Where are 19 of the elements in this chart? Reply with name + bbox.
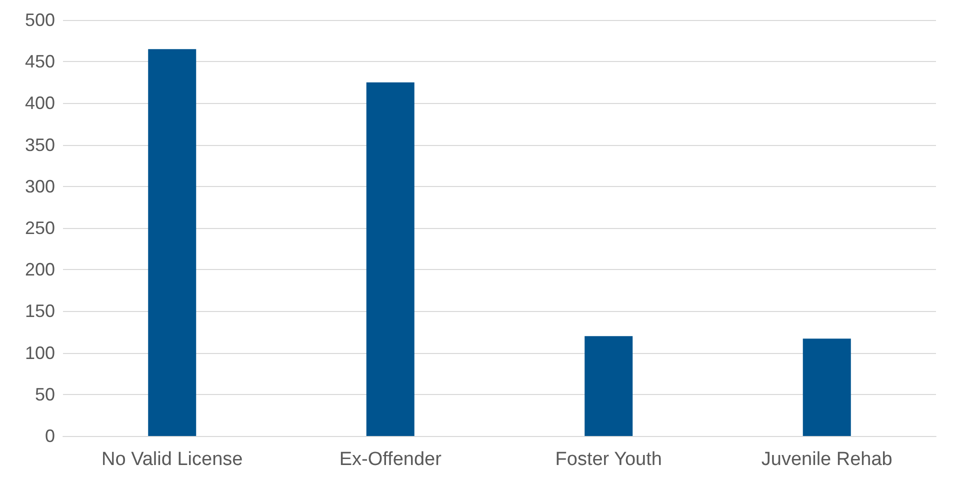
y-tick-label: 250: [24, 218, 55, 238]
y-tick-label: 350: [24, 134, 55, 155]
x-tick-label: Juvenile Rehab: [761, 449, 892, 470]
y-tick-label: 0: [44, 426, 55, 446]
y-tick-label: 150: [24, 301, 55, 322]
bar: [366, 82, 414, 436]
x-tick-label: Ex-Offender: [339, 449, 442, 470]
y-tick-label: 300: [24, 176, 55, 196]
y-tick-label: 200: [24, 260, 55, 280]
bar: [148, 49, 196, 436]
bar: [584, 336, 633, 436]
x-tick-label: No Valid License: [102, 449, 243, 470]
x-tick-label: Foster Youth: [555, 449, 662, 470]
y-tick-label: 100: [24, 342, 55, 363]
bar: [802, 338, 851, 436]
y-tick-label: 50: [34, 384, 55, 404]
y-tick-label: 450: [24, 52, 55, 72]
y-tick-label: 400: [24, 93, 55, 114]
y-tick-label: 500: [24, 10, 55, 30]
